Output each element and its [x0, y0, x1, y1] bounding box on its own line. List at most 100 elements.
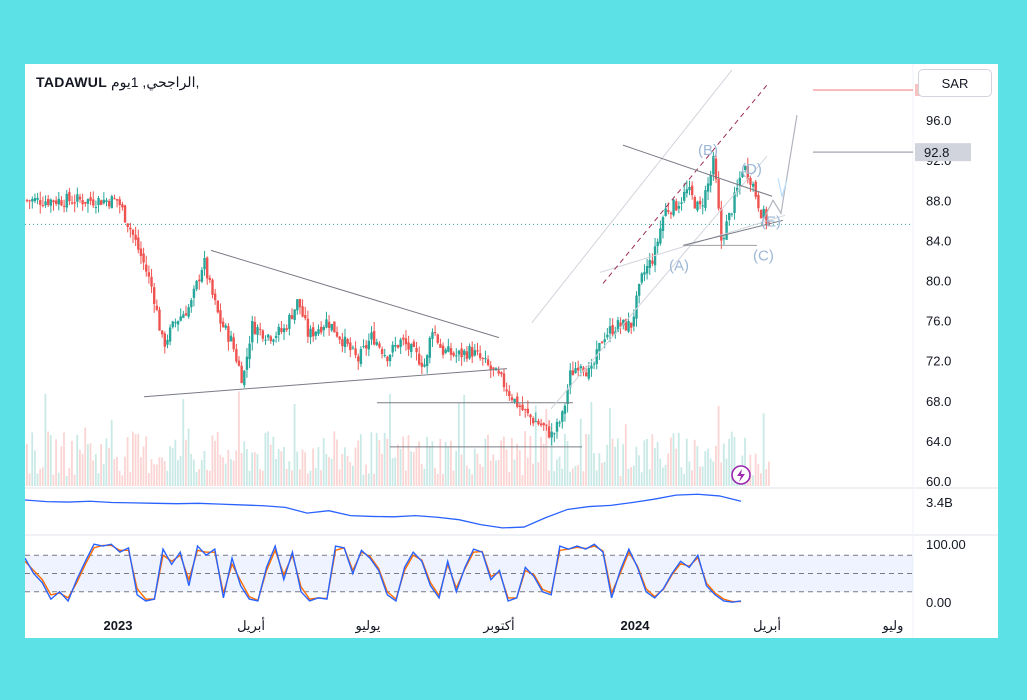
- candle-body: [49, 199, 53, 206]
- volume-bar: [534, 405, 537, 486]
- volume-bar: [510, 438, 513, 486]
- volume-bar: [124, 456, 126, 486]
- volume-bar: [60, 446, 63, 486]
- volume-bar: [92, 460, 95, 486]
- volume-bar: [471, 474, 473, 486]
- stoch-k-line: [25, 543, 742, 603]
- volume-bar: [110, 419, 113, 486]
- candle-body: [195, 280, 198, 290]
- volume-bar: [238, 391, 240, 486]
- volume-bar: [291, 470, 293, 486]
- candle-body: [749, 177, 752, 185]
- volume-bar: [744, 437, 746, 486]
- volume-bar: [513, 459, 516, 486]
- candle-body: [44, 201, 47, 206]
- currency-button[interactable]: SAR: [918, 69, 992, 97]
- wave-label: (C): [753, 247, 774, 264]
- volume-bar: [200, 460, 203, 486]
- volume-bar: [375, 432, 378, 486]
- candle-body: [274, 335, 278, 338]
- candle-body: [698, 200, 702, 205]
- candle-body: [606, 334, 609, 338]
- candle-body: [463, 350, 466, 355]
- candle-body: [611, 325, 614, 335]
- volume-bar: [312, 448, 314, 486]
- volume-bar: [79, 449, 81, 486]
- candle-body: [187, 307, 190, 317]
- candle-body: [174, 322, 177, 324]
- candle-body: [574, 368, 577, 374]
- volume-bar: [481, 466, 484, 486]
- wave-label: (A): [669, 257, 689, 274]
- candle-body: [452, 352, 455, 356]
- candle-body: [592, 363, 596, 365]
- candle-body: [542, 423, 545, 426]
- volume-bar: [455, 450, 458, 486]
- volume-bar: [484, 438, 487, 486]
- candle-body: [147, 272, 151, 277]
- candle-body: [688, 187, 691, 191]
- volume-bar: [232, 460, 235, 486]
- candle-body: [190, 300, 193, 308]
- volume-bar: [495, 460, 497, 486]
- volume-bar: [267, 431, 269, 486]
- chart-canvas[interactable]: 96.092.088.084.080.076.072.068.064.060.0…: [25, 64, 998, 638]
- volume-bar: [240, 452, 243, 486]
- candle-body: [449, 348, 453, 355]
- candle-body: [630, 322, 633, 328]
- candle-body: [330, 323, 333, 331]
- volume-bar: [722, 443, 725, 486]
- candle-body: [269, 336, 272, 341]
- stoch-tick-label: 0.00: [926, 595, 951, 610]
- candle-body: [733, 192, 736, 213]
- candle-body: [365, 345, 368, 349]
- candle-body: [123, 205, 127, 223]
- volume-bar: [208, 470, 211, 486]
- volume-bar: [275, 459, 277, 486]
- volume-bar: [699, 466, 701, 486]
- candle-body: [455, 355, 458, 357]
- volume-bar: [89, 443, 92, 486]
- exchange-label: TADAWUL: [36, 74, 108, 90]
- candle-body: [253, 321, 257, 335]
- candle-body: [126, 223, 129, 227]
- candle-body: [28, 200, 31, 202]
- volume-bar: [187, 428, 190, 486]
- candle-body: [558, 422, 561, 424]
- volume-bar: [129, 471, 132, 486]
- volume-bar: [177, 460, 179, 486]
- price-tick-label: 72.0: [926, 354, 951, 369]
- volume-bar: [656, 441, 659, 486]
- volume-bar: [654, 448, 656, 486]
- candle-body: [683, 191, 686, 201]
- price-tag-background: [915, 143, 971, 162]
- volume-bar: [137, 433, 140, 486]
- volume-bar: [224, 463, 227, 486]
- volume-bar: [630, 467, 632, 486]
- volume-bar: [627, 468, 630, 486]
- volume-bar: [63, 432, 65, 486]
- candle-body: [277, 326, 280, 335]
- volume-bar: [585, 433, 587, 486]
- volume-bar: [505, 449, 508, 486]
- candle-body: [256, 327, 259, 335]
- candle-body: [349, 342, 352, 351]
- volume-bar: [622, 444, 625, 486]
- candle-body: [158, 309, 161, 331]
- volume-bar: [426, 436, 428, 486]
- volume-bar: [84, 427, 87, 486]
- candle-body: [288, 314, 291, 329]
- candle-body: [577, 367, 580, 371]
- candle-body: [701, 205, 704, 207]
- volume-bar: [524, 431, 526, 486]
- volume-bar: [97, 473, 100, 486]
- volume-bar: [397, 444, 399, 486]
- volume-bar: [757, 464, 760, 486]
- candle-body: [635, 295, 638, 319]
- volume-bar: [150, 459, 153, 486]
- candle-body: [632, 316, 636, 327]
- candle-body: [643, 272, 646, 275]
- candle-body: [672, 199, 675, 216]
- candle-body: [420, 362, 424, 367]
- candle-body: [293, 309, 296, 321]
